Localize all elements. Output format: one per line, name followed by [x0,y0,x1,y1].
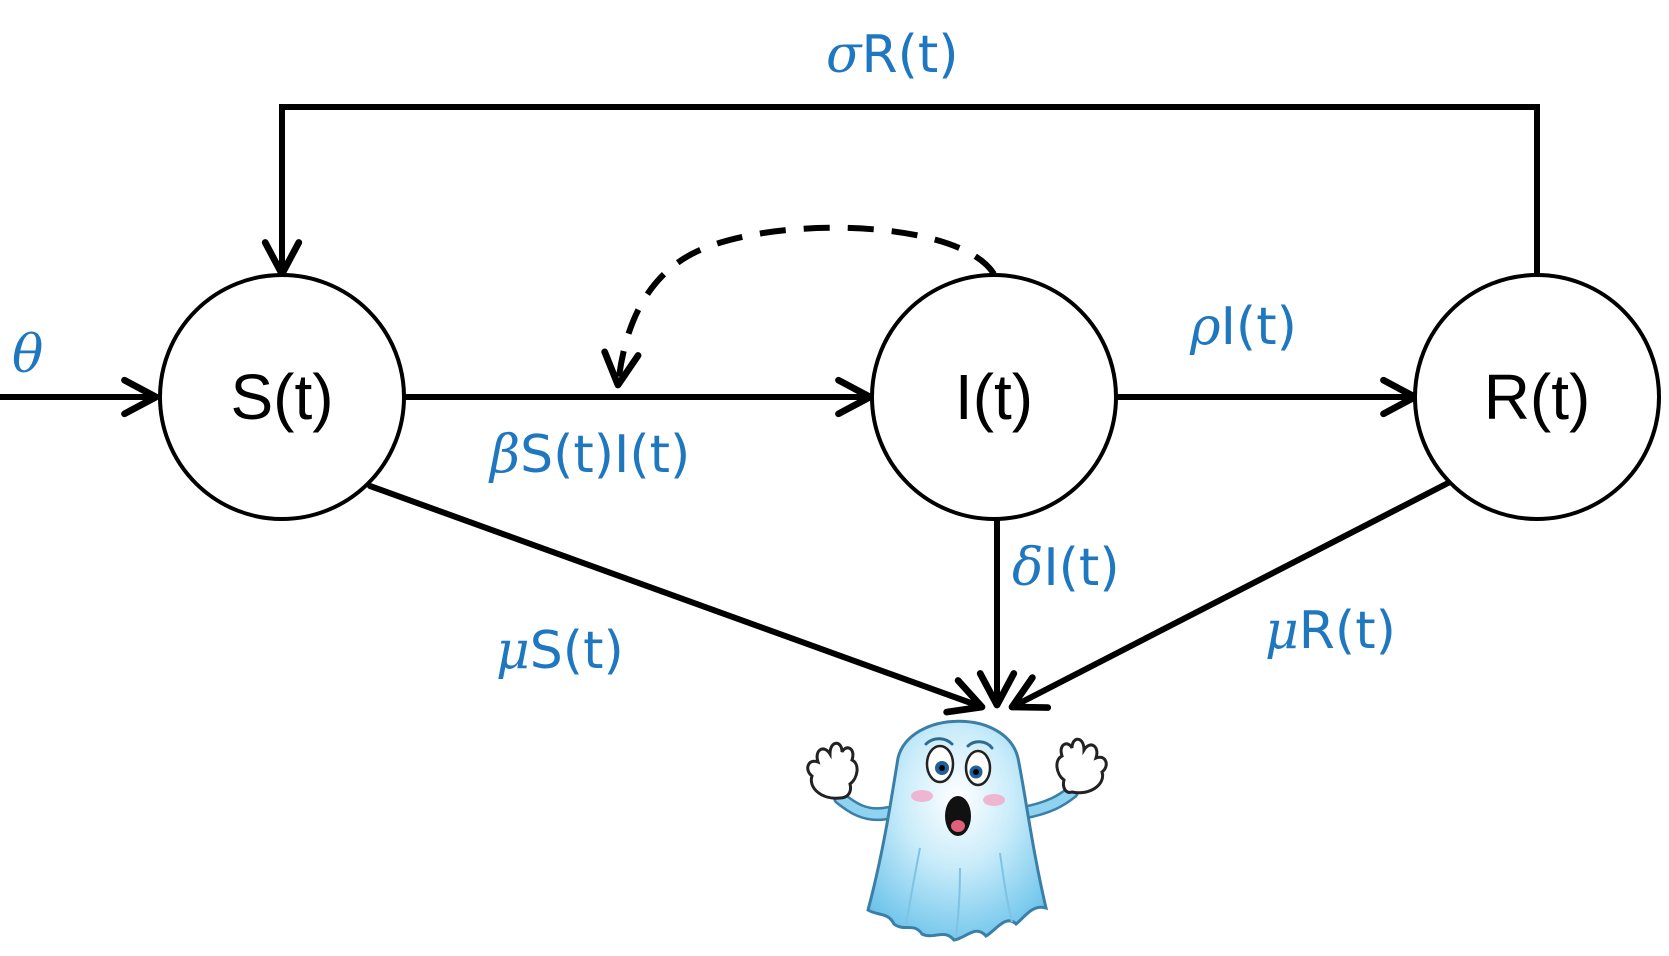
rate-loss-symbol: σ [826,25,863,85]
rate-inflow-symbol: θ [12,325,43,385]
rate-death-r-text: R(t) [1299,601,1396,661]
rate-infection-symbol: β [488,425,520,485]
edge-r-to-death [1008,479,1453,711]
rate-loss-text: R(t) [862,25,959,85]
rate-death-i: δI(t) [1012,538,1120,598]
node-i: I(t) [870,273,1118,521]
rate-infection-text: S(t)I(t) [520,425,690,485]
rate-recovery-text: I(t) [1221,297,1297,357]
node-s-label: S(t) [230,361,333,433]
node-r: R(t) [1413,273,1661,521]
node-i-label: I(t) [955,361,1033,433]
rate-loss: σR(t) [826,25,959,85]
rate-death-s-symbol: μ [496,621,530,681]
edge-r-to-s [261,104,1540,280]
edge-s-to-death [367,483,986,716]
edge-infection-influence [601,224,997,389]
rate-infection: βS(t)I(t) [488,425,690,485]
rate-death-r: μR(t) [1265,601,1396,661]
rate-death-s: μS(t) [496,621,624,681]
node-r-label: R(t) [1484,361,1591,433]
rate-recovery-symbol: ρ [1189,297,1221,357]
rate-death-i-symbol: δ [1012,538,1043,598]
rate-death-r-symbol: μ [1265,601,1299,661]
node-s: S(t) [158,273,406,521]
rate-death-s-text: S(t) [530,621,624,681]
rate-inflow: θ [12,325,43,385]
ghost-icon [806,719,1108,942]
rate-death-i-text: I(t) [1043,538,1119,598]
rate-recovery: ρI(t) [1189,297,1297,357]
